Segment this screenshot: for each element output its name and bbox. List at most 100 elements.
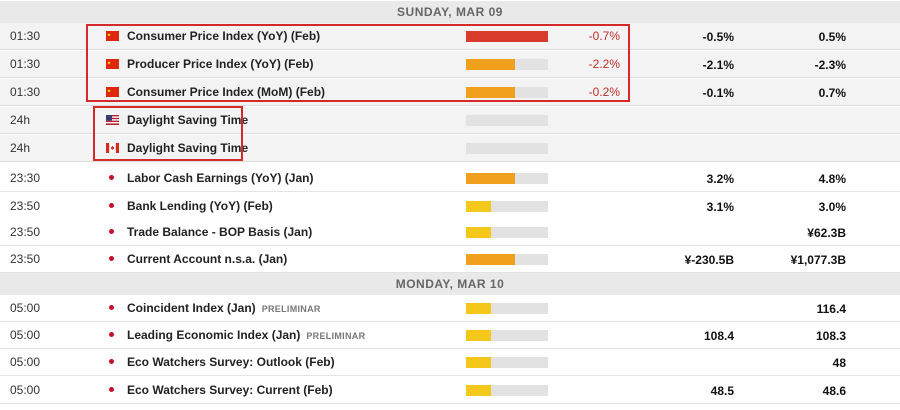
cn-flag-icon [106, 87, 119, 97]
impact-fill [466, 254, 516, 265]
event-row[interactable]: 24h Daylight Saving Time [0, 107, 900, 134]
event-time: 01:30 [10, 85, 41, 99]
event-name[interactable]: Coincident Index (Jan) [127, 301, 256, 315]
previous-value: 4.8% [818, 172, 846, 186]
consensus-value: -0.5% [702, 30, 734, 44]
day-header-monday: MONDAY, MAR 10 [0, 273, 900, 295]
jp-flag-icon [109, 203, 114, 208]
impact-fill [466, 173, 516, 184]
previous-value: 0.5% [818, 30, 846, 44]
event-time: 01:30 [10, 29, 41, 43]
previous-value: -2.3% [814, 58, 846, 72]
event-row[interactable]: 05:00 Eco Watchers Survey: Current (Feb)… [0, 377, 900, 404]
consensus-value: 3.1% [706, 200, 734, 214]
event-row[interactable]: 23:50 Bank Lending (YoY) (Feb) 3.1% 3.0% [0, 193, 900, 220]
event-name[interactable]: Eco Watchers Survey: Current (Feb) [127, 383, 333, 397]
jp-flag-icon [109, 229, 114, 234]
impact-bar [466, 201, 548, 212]
impact-bar [466, 330, 548, 341]
event-time: 23:30 [10, 171, 41, 185]
previous-value: 3.0% [818, 200, 846, 214]
consensus-value: -0.1% [702, 86, 734, 100]
jp-flag-icon [109, 256, 114, 261]
consensus-value: 3.2% [706, 172, 734, 186]
previous-value: 108.3 [815, 329, 846, 343]
impact-fill [466, 201, 491, 212]
actual-value: -0.7% [588, 29, 620, 43]
impact-fill [466, 227, 491, 238]
impact-bar [466, 115, 548, 126]
impact-bar [466, 303, 548, 314]
event-row[interactable]: 23:50 Trade Balance - BOP Basis (Jan) ¥6… [0, 219, 900, 246]
event-row[interactable]: 01:30 Consumer Price Index (YoY) (Feb) -… [0, 23, 900, 50]
jp-flag-icon [109, 387, 114, 392]
event-row[interactable]: 24h Daylight Saving Time [0, 135, 900, 162]
event-time: 24h [10, 141, 31, 155]
previous-value: 0.7% [818, 86, 846, 100]
actual-value: -2.2% [588, 57, 620, 71]
previous-value: 48 [832, 356, 846, 370]
day-header-sunday: SUNDAY, MAR 09 [0, 1, 900, 23]
event-time: 24h [10, 113, 31, 127]
event-name[interactable]: Daylight Saving Time [127, 113, 249, 127]
ca-flag-icon [106, 143, 119, 153]
event-name[interactable]: Daylight Saving Time [127, 141, 249, 155]
event-time: 05:00 [10, 383, 41, 397]
preliminary-tag: PRELIMINAR [306, 331, 366, 341]
impact-fill [466, 385, 491, 396]
event-time: 23:50 [10, 199, 41, 213]
impact-bar [466, 87, 548, 98]
event-name[interactable]: Consumer Price Index (MoM) (Feb) [127, 85, 326, 99]
consensus-value: 48.5 [710, 384, 734, 398]
event-name[interactable]: Producer Price Index (YoY) (Feb) [127, 57, 314, 71]
jp-flag-icon [109, 332, 114, 337]
event-name[interactable]: Bank Lending (YoY) (Feb) [127, 199, 273, 213]
event-name[interactable]: Leading Economic Index (Jan) [127, 328, 301, 342]
impact-bar [466, 31, 548, 42]
event-row[interactable]: 05:00 Leading Economic Index (Jan) PRELIM… [0, 322, 900, 349]
highlight-box-daylight-saving [93, 106, 243, 161]
impact-bar [466, 59, 548, 70]
previous-value: 116.4 [816, 302, 846, 316]
impact-bar [466, 385, 548, 396]
previous-value: ¥1,077.3B [790, 253, 846, 267]
actual-value: -0.2% [588, 85, 620, 99]
event-row[interactable]: 05:00 Eco Watchers Survey: Outlook (Feb)… [0, 349, 900, 376]
impact-fill [466, 330, 491, 341]
event-time: 05:00 [10, 355, 41, 369]
preliminary-tag: PRELIMINAR [261, 304, 321, 314]
event-time: 23:50 [10, 225, 41, 239]
event-time: 01:30 [10, 57, 41, 71]
impact-bar [466, 173, 548, 184]
impact-fill [466, 87, 516, 98]
event-name[interactable]: Eco Watchers Survey: Outlook (Feb) [127, 355, 335, 369]
impact-fill [466, 357, 491, 368]
event-row[interactable]: 23:30 Labor Cash Earnings (YoY) (Jan) 3.… [0, 165, 900, 192]
impact-fill [466, 31, 548, 42]
previous-value: 48.6 [822, 384, 846, 398]
consensus-value: 108.4 [703, 329, 734, 343]
previous-value: ¥62.3B [807, 226, 846, 240]
event-time: 05:00 [10, 328, 41, 342]
us-flag-icon [106, 115, 119, 125]
event-name[interactable]: Consumer Price Index (YoY) (Feb) [127, 29, 321, 43]
impact-fill [466, 59, 516, 70]
jp-flag-icon [109, 175, 114, 180]
event-row[interactable]: 01:30 Producer Price Index (YoY) (Feb) -… [0, 51, 900, 78]
jp-flag-icon [109, 359, 114, 364]
event-row[interactable]: 05:00 Coincident Index (Jan) PRELIMINAR 1… [0, 295, 900, 322]
event-name[interactable]: Labor Cash Earnings (YoY) (Jan) [127, 171, 314, 185]
consensus-value: -2.1% [702, 58, 734, 72]
cn-flag-icon [106, 31, 119, 41]
impact-bar [466, 254, 548, 265]
event-name[interactable]: Trade Balance - BOP Basis (Jan) [127, 225, 313, 239]
impact-fill [466, 303, 491, 314]
jp-flag-icon [109, 305, 114, 310]
impact-bar [466, 357, 548, 368]
event-name[interactable]: Current Account n.s.a. (Jan) [127, 252, 288, 266]
event-row[interactable]: 23:50 Current Account n.s.a. (Jan) ¥-230… [0, 246, 900, 273]
impact-bar [466, 227, 548, 238]
impact-bar [466, 143, 548, 154]
highlight-box-china-inflation [86, 24, 630, 102]
event-time: 23:50 [10, 252, 41, 266]
